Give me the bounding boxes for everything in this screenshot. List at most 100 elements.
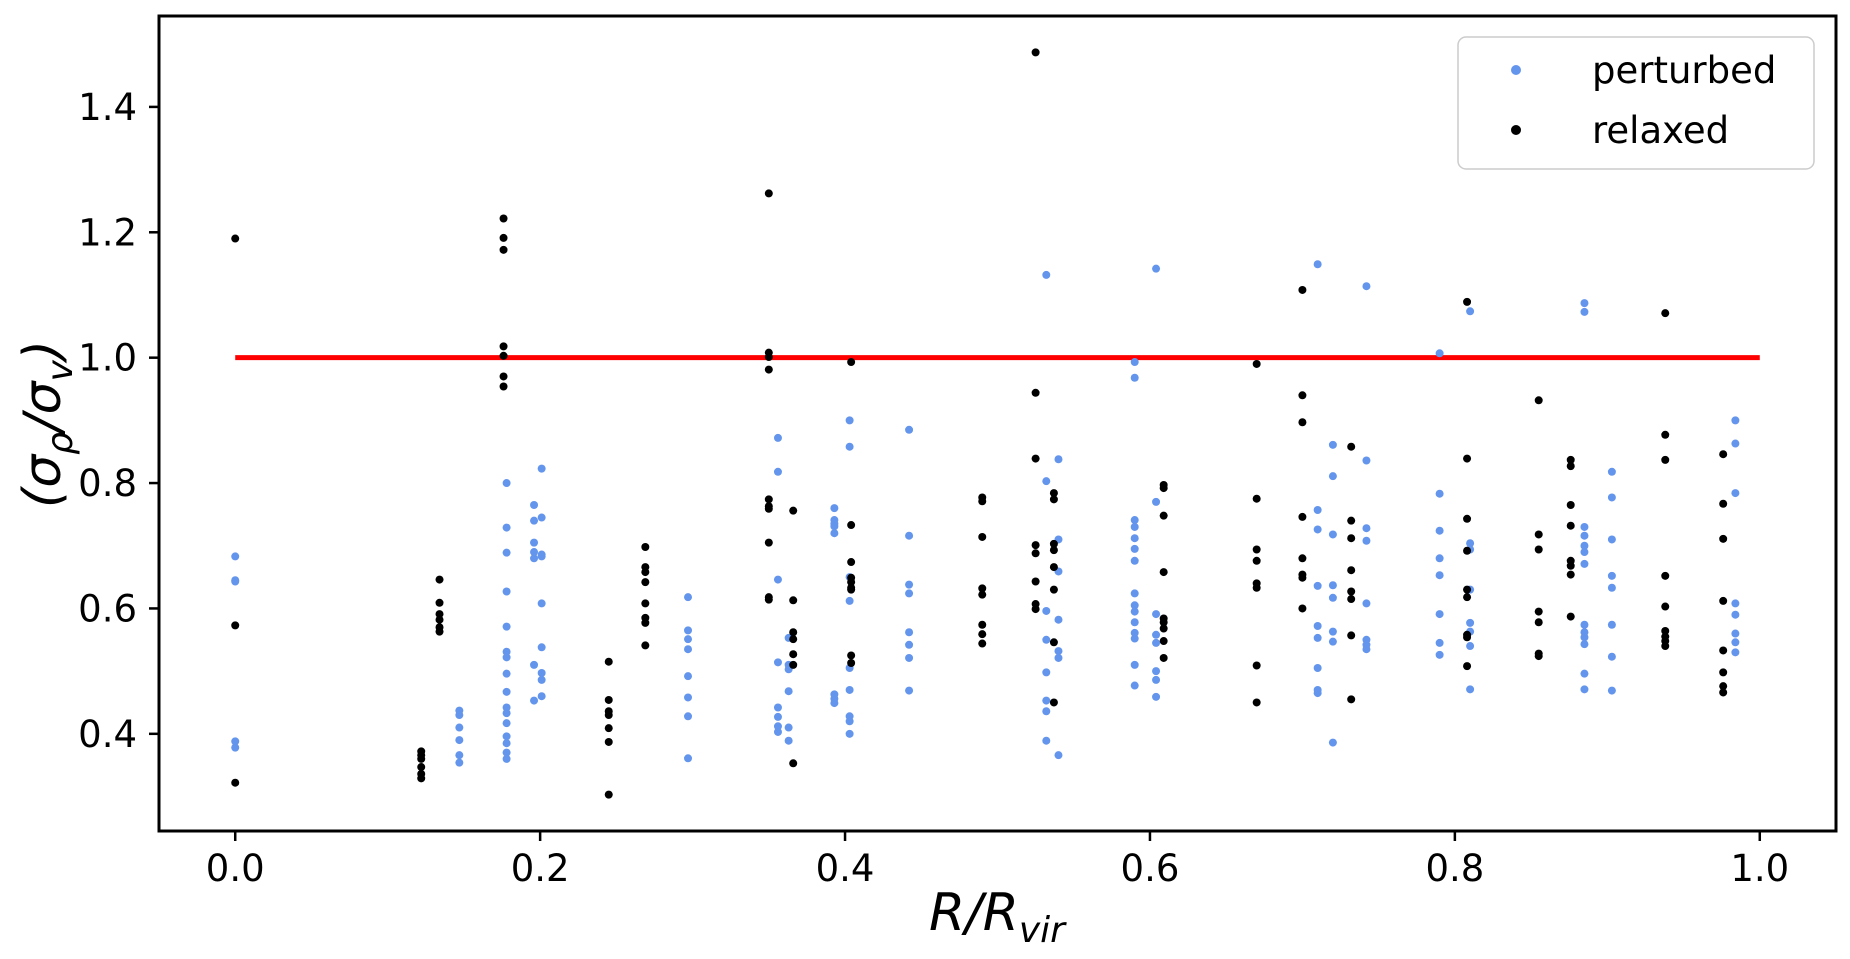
- relaxed-point: [1347, 516, 1356, 525]
- perturbed-point: [1362, 645, 1371, 654]
- perturbed-point: [845, 596, 854, 605]
- legend-label-perturbed: perturbed: [1592, 49, 1776, 92]
- relaxed-point: [499, 233, 508, 242]
- perturbed-point: [1130, 634, 1139, 643]
- relaxed-point: [499, 214, 508, 223]
- perturbed-point: [1130, 373, 1139, 382]
- relaxed-point: [764, 504, 773, 513]
- relaxed-point: [1534, 396, 1543, 405]
- relaxed-point: [1719, 688, 1728, 697]
- relaxed-point: [1719, 646, 1728, 655]
- perturbed-point: [1580, 541, 1589, 550]
- perturbed-point: [537, 552, 546, 561]
- perturbed-point: [1130, 516, 1139, 525]
- relaxed-point: [1159, 511, 1168, 520]
- perturbed-point: [537, 513, 546, 522]
- perturbed-point: [502, 587, 511, 596]
- perturbed-point: [1130, 358, 1139, 367]
- relaxed-point: [1347, 566, 1356, 575]
- relaxed-point: [499, 382, 508, 391]
- perturbed-point: [1054, 653, 1063, 662]
- perturbed-point: [1580, 640, 1589, 649]
- relaxed-point: [847, 558, 856, 567]
- relaxed-point: [1566, 501, 1575, 509]
- relaxed-point: [1298, 573, 1307, 582]
- relaxed-point: [1049, 546, 1058, 555]
- relaxed-point: [1298, 391, 1307, 400]
- perturbed-point: [502, 479, 511, 488]
- relaxed-point: [1534, 652, 1543, 661]
- relaxed-point: [1463, 633, 1472, 642]
- perturbed-point: [1152, 497, 1161, 506]
- relaxed-point: [1534, 618, 1543, 627]
- perturbed-point: [1435, 571, 1444, 580]
- relaxed-point: [1049, 489, 1058, 498]
- perturbed-point: [684, 645, 693, 654]
- perturbed-point: [684, 635, 693, 644]
- perturbed-point: [231, 577, 240, 586]
- relaxed-point: [1031, 549, 1040, 558]
- y-axis-label: (σρ/σv): [13, 340, 81, 508]
- perturbed-point: [537, 692, 546, 701]
- perturbed-point: [1042, 270, 1051, 279]
- relaxed-point: [978, 497, 987, 506]
- relaxed-point: [1252, 545, 1261, 554]
- y-tick-label: 0.4: [78, 713, 137, 756]
- perturbed-point: [1328, 581, 1337, 590]
- series-relaxed: [231, 48, 1728, 799]
- perturbed-point: [502, 709, 511, 718]
- perturbed-point: [830, 529, 839, 538]
- relaxed-point: [1566, 462, 1575, 471]
- perturbed-point: [905, 628, 914, 637]
- perturbed-point: [1152, 692, 1161, 701]
- perturbed-point: [1152, 610, 1161, 619]
- relaxed-point: [789, 660, 798, 669]
- perturbed-point: [1607, 493, 1616, 502]
- perturbed-point: [1435, 610, 1444, 619]
- relaxed-point: [847, 358, 856, 367]
- relaxed-point: [978, 590, 987, 599]
- perturbed-point: [455, 711, 464, 720]
- relaxed-point: [435, 627, 444, 636]
- y-tick-label: 1.2: [78, 211, 137, 254]
- perturbed-point: [1607, 686, 1616, 695]
- relaxed-point: [789, 759, 798, 768]
- perturbed-point: [1328, 530, 1337, 539]
- relaxed-point: [1298, 418, 1307, 427]
- perturbed-point: [502, 748, 511, 757]
- perturbed-point: [905, 589, 914, 598]
- x-tick-label: 0.2: [511, 847, 570, 890]
- x-axis-label: R/Rvir: [929, 883, 1067, 951]
- relaxed-point: [1252, 583, 1261, 592]
- perturbed-point: [1130, 544, 1139, 553]
- perturbed-point: [684, 754, 693, 763]
- relaxed-point: [1031, 388, 1040, 397]
- relaxed-point: [641, 568, 650, 577]
- relaxed-point: [789, 628, 798, 637]
- relaxed-point: [1534, 545, 1543, 554]
- relaxed-point: [1298, 512, 1307, 521]
- y-tick-label: 0.6: [78, 587, 137, 630]
- perturbed-point: [1328, 472, 1337, 481]
- perturbed-point: [1130, 601, 1139, 610]
- relaxed-point: [641, 578, 650, 587]
- perturbed-point: [1607, 620, 1616, 629]
- perturbed-point: [830, 699, 839, 708]
- relaxed-point: [604, 790, 613, 799]
- relaxed-point: [604, 711, 613, 720]
- perturbed-point: [1054, 647, 1063, 656]
- perturbed-point: [502, 669, 511, 678]
- perturbed-point: [502, 653, 511, 662]
- perturbed-point: [845, 416, 854, 425]
- perturbed-point: [1580, 522, 1589, 531]
- perturbed-point: [1130, 681, 1139, 690]
- perturbed-point: [1313, 506, 1322, 515]
- perturbed-point: [1731, 629, 1740, 638]
- relaxed-point: [847, 651, 856, 660]
- legend-marker-relaxed: [1511, 125, 1521, 135]
- relaxed-point: [604, 695, 613, 704]
- perturbed-point: [905, 531, 914, 540]
- relaxed-point: [435, 598, 444, 607]
- perturbed-point: [530, 696, 539, 705]
